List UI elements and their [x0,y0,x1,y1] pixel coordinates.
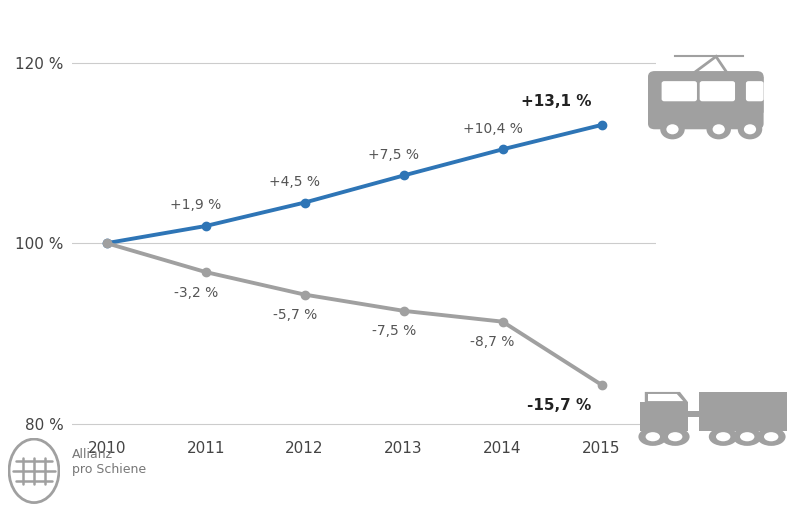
Bar [699,392,787,431]
Circle shape [668,432,682,441]
Circle shape [709,428,738,446]
Circle shape [757,428,786,446]
Polygon shape [746,77,764,124]
Polygon shape [645,392,688,402]
Text: Allianz
pro Schiene: Allianz pro Schiene [72,448,146,476]
FancyBboxPatch shape [648,71,764,129]
Circle shape [738,119,762,139]
Text: +4,5 %: +4,5 % [270,175,320,189]
Circle shape [660,119,685,139]
Text: +7,5 %: +7,5 % [368,148,419,162]
FancyBboxPatch shape [700,81,735,101]
Bar [688,411,702,417]
Polygon shape [648,394,683,401]
Circle shape [706,119,731,139]
Text: +1,9 %: +1,9 % [170,199,222,212]
Circle shape [764,432,778,441]
Text: +13,1 %: +13,1 % [521,94,592,109]
Text: -8,7 %: -8,7 % [470,335,515,349]
FancyBboxPatch shape [746,81,764,101]
Circle shape [646,432,660,441]
Text: +10,4 %: +10,4 % [462,122,522,136]
Text: -3,2 %: -3,2 % [174,286,218,300]
Text: -7,5 %: -7,5 % [371,324,416,338]
Bar [640,402,688,431]
Circle shape [666,124,678,134]
Circle shape [716,432,730,441]
Circle shape [661,428,690,446]
Circle shape [638,428,667,446]
FancyBboxPatch shape [662,81,697,101]
Circle shape [733,428,762,446]
Text: -5,7 %: -5,7 % [273,308,317,322]
Circle shape [713,124,725,134]
Text: -15,7 %: -15,7 % [527,399,592,413]
Circle shape [740,432,754,441]
Circle shape [744,124,756,134]
